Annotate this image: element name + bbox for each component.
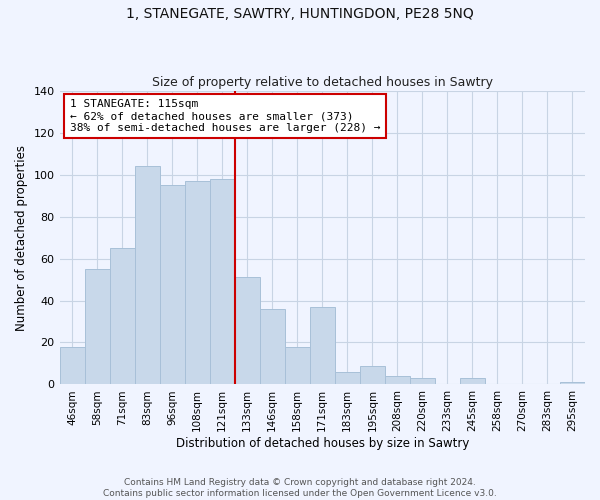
- Bar: [560, 382, 585, 384]
- Bar: [160, 185, 185, 384]
- Bar: [310, 307, 335, 384]
- Bar: [360, 366, 385, 384]
- Bar: [285, 346, 310, 385]
- X-axis label: Distribution of detached houses by size in Sawtry: Distribution of detached houses by size …: [176, 437, 469, 450]
- Bar: [260, 309, 285, 384]
- Bar: [185, 181, 209, 384]
- Bar: [335, 372, 360, 384]
- Text: 1, STANEGATE, SAWTRY, HUNTINGDON, PE28 5NQ: 1, STANEGATE, SAWTRY, HUNTINGDON, PE28 5…: [126, 8, 474, 22]
- Title: Size of property relative to detached houses in Sawtry: Size of property relative to detached ho…: [152, 76, 493, 90]
- Bar: [460, 378, 485, 384]
- Text: 1 STANEGATE: 115sqm
← 62% of detached houses are smaller (373)
38% of semi-detac: 1 STANEGATE: 115sqm ← 62% of detached ho…: [70, 100, 380, 132]
- Bar: [209, 179, 235, 384]
- Bar: [235, 278, 260, 384]
- Bar: [410, 378, 435, 384]
- Bar: [85, 269, 110, 384]
- Bar: [59, 346, 85, 385]
- Bar: [110, 248, 134, 384]
- Bar: [385, 376, 410, 384]
- Bar: [134, 166, 160, 384]
- Text: Contains HM Land Registry data © Crown copyright and database right 2024.
Contai: Contains HM Land Registry data © Crown c…: [103, 478, 497, 498]
- Y-axis label: Number of detached properties: Number of detached properties: [15, 144, 28, 330]
